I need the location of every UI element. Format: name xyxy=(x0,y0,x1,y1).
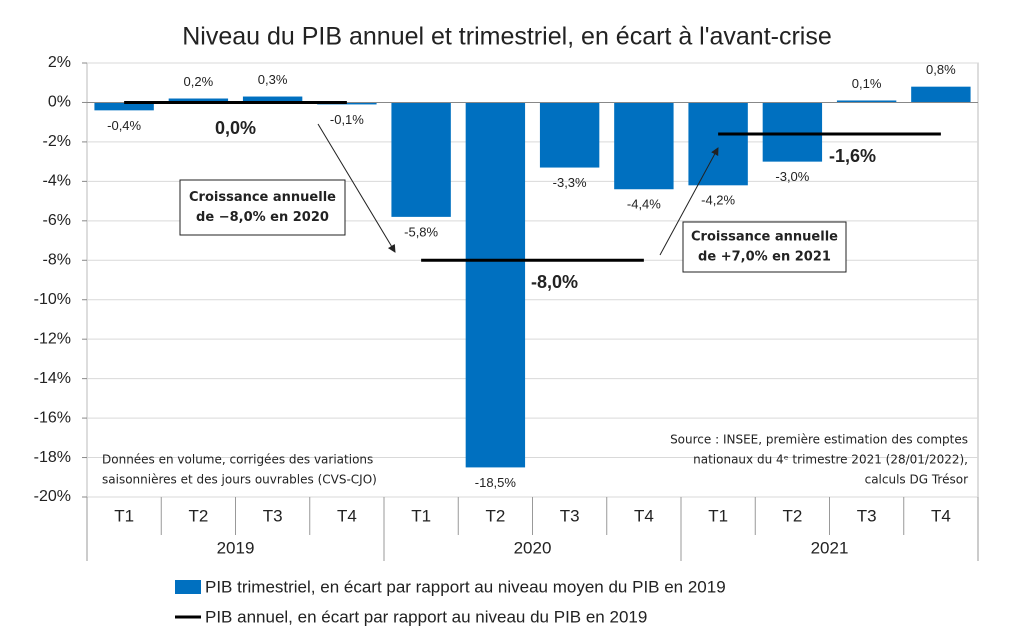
bar xyxy=(465,102,526,468)
value-label: 0,2% xyxy=(184,74,214,89)
y-tick-label: -6% xyxy=(43,212,71,229)
bar xyxy=(614,102,674,190)
annotation-box xyxy=(179,179,346,236)
y-tick-label: -18% xyxy=(34,449,71,466)
y-tick-label: -8% xyxy=(43,251,71,268)
year-label: 2020 xyxy=(514,538,552,557)
y-tick-label: -12% xyxy=(34,330,71,347)
source: nationaux du 4ᵉ trimestre 2021 (28/01/20… xyxy=(693,453,968,467)
source: calculs DG Trésor xyxy=(865,473,968,487)
y-tick-label: -4% xyxy=(43,173,71,190)
bar xyxy=(762,102,823,162)
x-tick-label: T2 xyxy=(485,506,505,525)
legend-label: PIB annuel, en écart par rapport au nive… xyxy=(205,607,647,626)
legend-swatch xyxy=(175,580,201,594)
bar xyxy=(911,86,971,103)
value-label: -5,8% xyxy=(404,224,438,239)
x-tick-label: T4 xyxy=(634,506,654,525)
note: saisonnières et des jours ouvrables (CVS… xyxy=(102,473,377,487)
x-tick-label: T1 xyxy=(708,506,728,525)
bar xyxy=(688,102,748,186)
bar xyxy=(391,102,451,217)
annual-label: 0,0% xyxy=(215,118,256,138)
annotation-text: Croissance annuelle xyxy=(691,230,838,245)
value-label: -4,2% xyxy=(701,193,735,208)
value-label: -3,0% xyxy=(775,169,809,184)
x-tick-label: T2 xyxy=(188,506,208,525)
value-label: 0,3% xyxy=(258,72,288,87)
annual-label: -8,0% xyxy=(531,272,578,292)
x-tick-label: T3 xyxy=(857,506,877,525)
x-tick-label: T3 xyxy=(560,506,580,525)
bar xyxy=(242,96,303,103)
y-tick-label: -16% xyxy=(34,409,71,426)
value-label: 0,8% xyxy=(926,62,956,77)
x-tick-label: T2 xyxy=(782,506,802,525)
value-label: -0,4% xyxy=(107,118,141,133)
annotation-text: Croissance annuelle xyxy=(189,190,336,205)
source: Source : INSEE, première estimation des … xyxy=(670,433,968,447)
arrow xyxy=(659,147,719,256)
value-label: 0,1% xyxy=(852,76,882,91)
value-label: -4,4% xyxy=(627,197,661,212)
annotation-text: de +7,0% en 2021 xyxy=(698,250,831,265)
y-tick-label: -14% xyxy=(34,370,71,387)
x-tick-label: T4 xyxy=(337,506,357,525)
value-label: -18,5% xyxy=(475,475,517,490)
x-tick-label: T1 xyxy=(114,506,134,525)
annual-label: -1,6% xyxy=(829,146,876,166)
x-tick-label: T4 xyxy=(931,506,951,525)
y-tick-label: 0% xyxy=(48,94,71,111)
y-tick-label: -2% xyxy=(43,133,71,150)
y-tick-label: -10% xyxy=(34,291,71,308)
bar xyxy=(168,98,229,103)
value-label: -0,1% xyxy=(330,112,364,127)
y-tick-label: 2% xyxy=(48,54,71,71)
year-label: 2021 xyxy=(811,538,849,557)
legend-label: PIB trimestriel, en écart par rapport au… xyxy=(205,577,726,596)
annotation-box xyxy=(682,221,847,273)
chart-title: Niveau du PIB annuel et trimestriel, en … xyxy=(182,23,832,51)
note: Données en volume, corrigées des variati… xyxy=(102,453,373,467)
value-label: -3,3% xyxy=(553,175,587,190)
arrow xyxy=(317,123,396,253)
bar xyxy=(539,102,600,168)
bar xyxy=(836,100,897,103)
bar xyxy=(94,102,154,111)
x-tick-label: T3 xyxy=(263,506,283,525)
y-tick-label: -20% xyxy=(34,488,71,505)
annotation-text: de −8,0% en 2020 xyxy=(196,210,329,225)
year-label: 2019 xyxy=(217,538,255,557)
x-tick-label: T1 xyxy=(411,506,431,525)
